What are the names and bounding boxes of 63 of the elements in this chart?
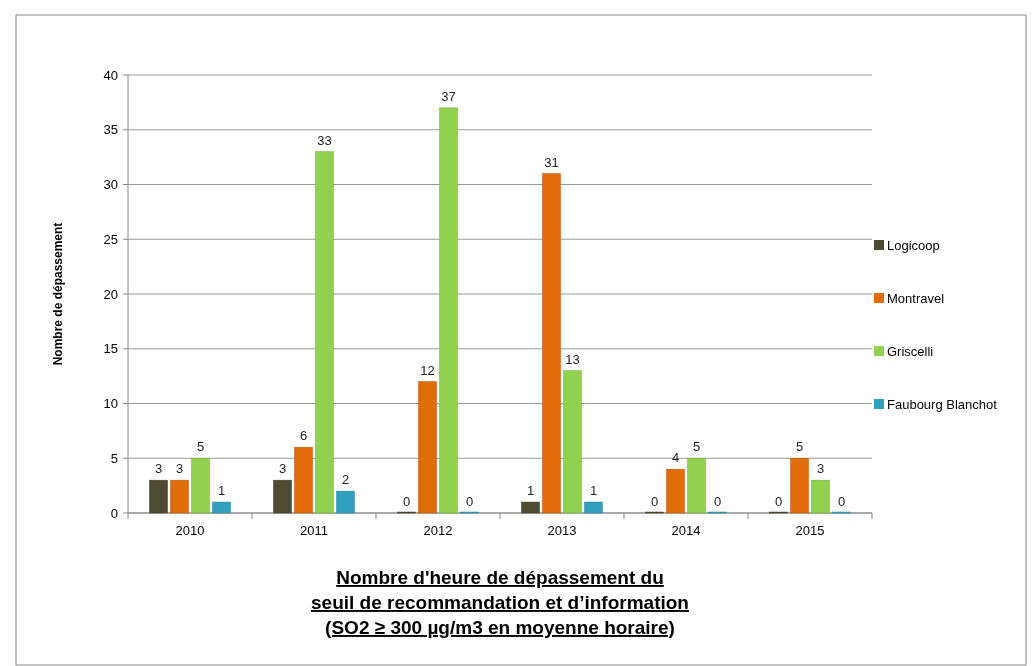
- data-label: 3: [816, 461, 825, 477]
- y-tick-label: 30: [103, 177, 118, 193]
- x-axis-title: Nombre d'heure de dépassement du seuil de recommandation et d’information (SO2 ≥ 300 µg/m3 en moyenne horaire): [311, 567, 689, 638]
- data-label: 5: [692, 439, 701, 455]
- data-label: 0: [713, 494, 722, 509]
- data-label: 0: [650, 494, 659, 509]
- data-label: 3: [154, 461, 163, 477]
- legend-label: Faubourg Blanchot: [887, 396, 998, 412]
- bar: [666, 468, 685, 514]
- bar: [687, 458, 706, 514]
- x-tick-label: 2014: [671, 523, 701, 538]
- bar: [790, 458, 809, 514]
- bar: [584, 501, 603, 514]
- y-tick-label: 15: [103, 341, 118, 357]
- data-label: 33: [317, 132, 332, 148]
- y-tick-label: 5: [110, 450, 118, 466]
- data-label: 2: [341, 472, 350, 488]
- bar: [273, 479, 292, 514]
- data-label: 0: [837, 494, 846, 509]
- y-tick-label: 25: [103, 231, 118, 247]
- y-tick-label: 10: [103, 396, 118, 412]
- data-label: 0: [465, 494, 474, 509]
- data-label: 3: [175, 461, 184, 477]
- bar: [294, 447, 313, 514]
- legend-label: Logicoop: [887, 237, 940, 253]
- x-tick-label: 2012: [423, 523, 453, 538]
- bar: [542, 173, 561, 514]
- data-label: 1: [526, 483, 535, 499]
- bar: [212, 501, 231, 514]
- y-tick-label: 40: [103, 67, 118, 83]
- data-label: 31: [544, 154, 559, 170]
- bar: [811, 479, 830, 514]
- x-tick-label: 2013: [547, 523, 577, 538]
- legend-label: Montravel: [887, 290, 945, 306]
- x-tick-label: 2010: [175, 523, 205, 538]
- bar: [191, 458, 210, 514]
- data-label: 0: [774, 494, 783, 509]
- data-label: 3: [278, 461, 287, 477]
- data-label: 1: [589, 483, 598, 499]
- data-label: 6: [299, 428, 308, 444]
- bar: [521, 501, 540, 514]
- bar: [439, 107, 458, 514]
- y-tick-label: 35: [103, 122, 118, 138]
- bar: [563, 370, 582, 514]
- data-label: 0: [402, 494, 411, 509]
- bar: [418, 381, 437, 514]
- bar: [315, 151, 334, 514]
- data-label: 5: [795, 439, 804, 455]
- y-axis-title: Nombre de dépassement: [51, 222, 65, 366]
- data-label: 1: [217, 483, 226, 499]
- data-label: 13: [565, 351, 580, 367]
- data-label: 12: [420, 362, 435, 378]
- data-label: 5: [196, 439, 205, 455]
- legend-label: Griscelli: [887, 343, 934, 359]
- data-label: 4: [671, 450, 680, 466]
- y-tick-label: 0: [110, 505, 118, 521]
- x-tick-label: 2015: [795, 523, 825, 538]
- y-tick-label: 20: [103, 286, 118, 302]
- bar: [149, 479, 168, 514]
- x-tick-label: 2011: [300, 523, 328, 538]
- bar: [170, 479, 189, 514]
- data-label: 37: [441, 88, 456, 104]
- bar: [336, 490, 355, 514]
